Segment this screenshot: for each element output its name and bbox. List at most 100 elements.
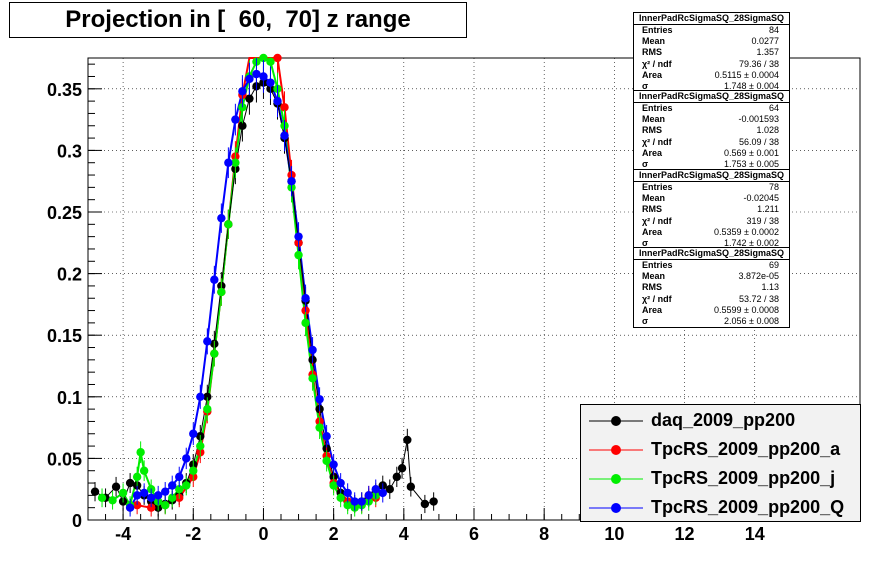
stats-value: 1.753 ± 0.005 — [724, 158, 779, 169]
stats-row: σ 1.742 ± 0.002 — [634, 238, 789, 249]
x-tick-label: 0 — [258, 524, 268, 544]
data-point — [161, 501, 170, 510]
legend-marker-tpcrs-q — [589, 503, 643, 513]
stats-label: Area — [642, 69, 663, 80]
x-tick-label: 2 — [329, 524, 339, 544]
data-point — [273, 53, 282, 63]
data-point — [336, 478, 345, 488]
data-point — [397, 464, 407, 473]
stats-label: χ² / ndf — [642, 293, 672, 304]
stats-value: 0.569 ± 0.001 — [724, 147, 779, 158]
x-tick-label: 12 — [675, 524, 695, 544]
stats-box: InnerPadRcSigmaSQ_28SigmaSQ Entries 84 Mean… — [633, 12, 790, 94]
stats-value: 84 — [768, 25, 779, 35]
stats-value: 1.748 ± 0.004 — [724, 80, 779, 91]
data-point — [259, 72, 268, 81]
data-point — [259, 53, 268, 63]
data-point — [301, 294, 310, 303]
data-point — [406, 482, 416, 491]
data-point — [392, 472, 401, 482]
data-point — [308, 345, 317, 355]
stats-label: Area — [642, 226, 663, 237]
legend-item-tpcrs-j: TpcRS_2009_pp200_j — [581, 465, 860, 493]
stats-label: RMS — [642, 47, 662, 58]
stats-row: Area 0.569 ± 0.001 — [634, 148, 789, 159]
data-point — [189, 429, 198, 438]
chart-title: Projection in [ 60, 70] z range — [9, 2, 467, 38]
data-point — [343, 488, 352, 498]
stats-row: Area 0.5359 ± 0.0002 — [634, 227, 789, 238]
stats-value: 1.357 — [756, 47, 779, 58]
axes: -4 -2 0 2 4 6 8 10 12 14 0 0.05 0.1 0.15 0.2 0.25 0.3 0.3… — [47, 63, 861, 544]
data-point — [182, 454, 191, 463]
y-tick-label: 0.35 — [47, 80, 82, 100]
stats-label: RMS — [642, 204, 662, 215]
y-tick-label: 0.3 — [57, 141, 82, 161]
stats-row: Area 0.5115 ± 0.0004 — [634, 70, 789, 81]
data-point — [238, 121, 247, 130]
stats-value: 79.36 / 38 — [738, 58, 779, 69]
stats-box-title: InnerPadRcSigmaSQ_28SigmaSQ — [634, 91, 789, 103]
data-point — [108, 496, 117, 505]
data-point — [364, 491, 373, 500]
stats-value: 78 — [768, 182, 779, 192]
stats-row: χ² / ndf 319 / 38 — [634, 216, 789, 227]
data-point — [125, 478, 135, 488]
data-point — [329, 481, 338, 490]
data-point — [266, 78, 275, 87]
stats-value: 69 — [768, 260, 779, 270]
data-point — [196, 441, 205, 451]
y-tick-label: 0.15 — [47, 326, 82, 346]
legend-marker-tpcrs-j — [589, 474, 643, 484]
x-tick-label: 8 — [539, 524, 549, 544]
stats-value: 53.72 / 38 — [738, 293, 779, 304]
stats-label: Entries — [642, 182, 673, 192]
stats-value: 319 / 38 — [746, 215, 779, 226]
data-point — [139, 488, 149, 498]
stats-box: InnerPadRcSigmaSQ_28SigmaSQ Entries 78 Mean… — [633, 169, 790, 251]
x-tick-label: 4 — [399, 524, 409, 544]
stats-label: Mean — [642, 114, 666, 125]
data-point — [273, 96, 282, 106]
data-point — [294, 250, 303, 260]
data-point — [182, 481, 191, 490]
series-line-2 — [101, 56, 377, 509]
stats-value: 0.0277 — [751, 36, 779, 47]
data-point — [210, 349, 219, 358]
stats-label: Entries — [642, 260, 673, 270]
stats-label: χ² / ndf — [642, 136, 672, 147]
stats-value: 1.13 — [761, 282, 779, 293]
stats-row: σ 2.056 ± 0.008 — [634, 316, 789, 327]
legend-label-tpcrs-j: TpcRS_2009_pp200_j — [651, 468, 836, 488]
stats-box-title: InnerPadRcSigmaSQ_28SigmaSQ — [634, 248, 789, 260]
stats-box-title: InnerPadRcSigmaSQ_28SigmaSQ — [634, 170, 789, 182]
data-point — [329, 460, 338, 469]
x-tick-label: -2 — [185, 524, 201, 544]
stats-row: Entries 84 — [634, 25, 789, 36]
data-points — [90, 53, 438, 517]
stats-value: 1.742 ± 0.002 — [724, 237, 779, 248]
stats-value: 0.5359 ± 0.0002 — [714, 226, 779, 237]
data-point — [217, 213, 226, 223]
data-point — [315, 423, 324, 432]
data-point — [322, 456, 331, 466]
stats-row: RMS 1.13 — [634, 282, 789, 293]
stats-row: χ² / ndf 56.09 / 38 — [634, 137, 789, 148]
data-point — [420, 499, 430, 509]
data-point — [125, 503, 135, 512]
data-point — [322, 432, 331, 441]
data-point — [196, 392, 205, 401]
data-point — [168, 481, 177, 490]
data-point — [429, 497, 438, 506]
stats-label: σ — [642, 158, 649, 169]
data-point — [280, 131, 289, 140]
series-line-1 — [136, 57, 377, 509]
y-tick-label: 0 — [72, 511, 82, 531]
stats-row: RMS 1.357 — [634, 47, 789, 58]
stats-value: 64 — [768, 103, 779, 113]
legend-label-tpcrs-q: TpcRS_2009_pp200_Q — [651, 497, 845, 517]
data-point — [238, 87, 247, 96]
legend-marker-daq — [589, 416, 643, 426]
y-tick-label: 0.2 — [57, 265, 82, 285]
data-point — [224, 158, 233, 167]
